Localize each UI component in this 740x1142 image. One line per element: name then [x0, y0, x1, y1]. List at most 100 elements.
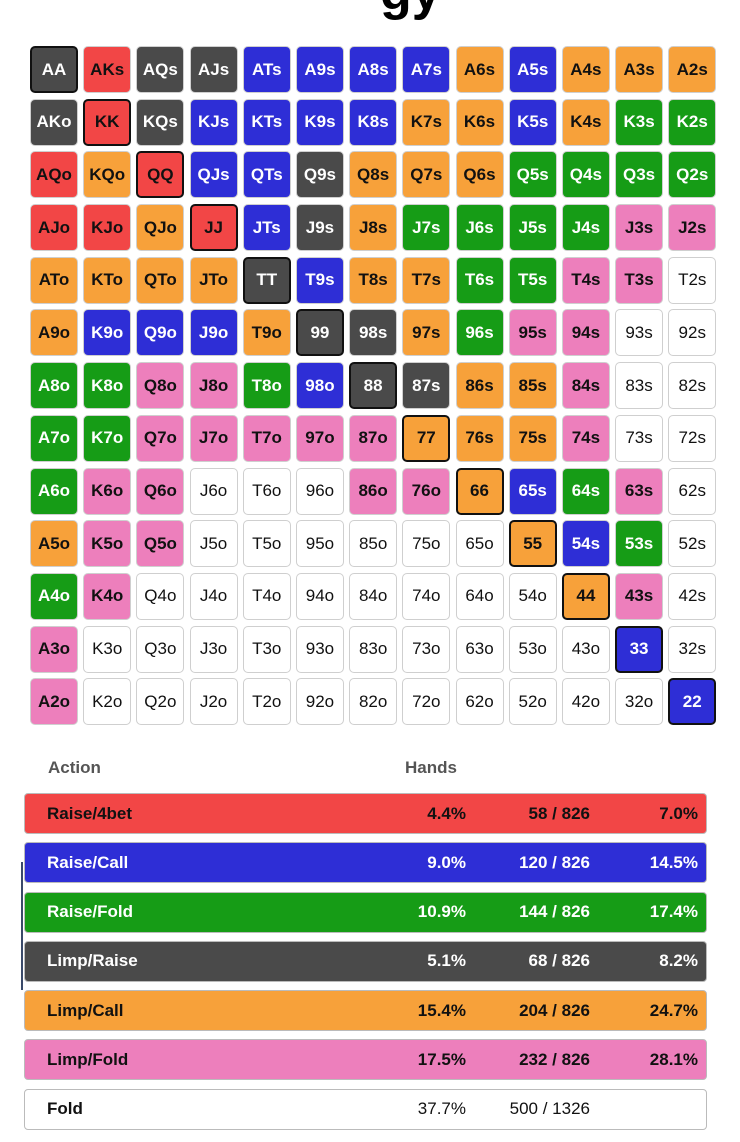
- hand-cell[interactable]: 98s: [349, 309, 398, 357]
- hand-cell[interactable]: Q9o: [136, 309, 185, 357]
- hand-cell[interactable]: 54o: [508, 572, 557, 620]
- hand-cell[interactable]: KJo: [83, 204, 132, 252]
- hand-cell[interactable]: Q2s: [668, 151, 717, 199]
- hand-cell[interactable]: A5o: [30, 520, 78, 568]
- hand-cell[interactable]: T2o: [242, 678, 291, 726]
- hand-cell[interactable]: 82o: [349, 678, 398, 726]
- hand-cell[interactable]: Q9s: [295, 151, 344, 199]
- hand-cell[interactable]: K5o: [83, 520, 132, 568]
- hand-cell[interactable]: TT: [242, 256, 291, 304]
- action-row-raise-fold[interactable]: Raise/Fold 10.9% 144 / 826 17.4%: [24, 891, 707, 933]
- hand-cell[interactable]: 75s: [508, 414, 557, 462]
- hand-cell[interactable]: Q4s: [561, 151, 610, 199]
- hand-cell[interactable]: 32s: [668, 625, 717, 673]
- hand-cell[interactable]: J4o: [189, 572, 238, 620]
- hand-cell[interactable]: QJo: [136, 204, 185, 252]
- hand-cell[interactable]: T6o: [242, 467, 291, 515]
- hand-cell[interactable]: A9s: [295, 46, 344, 93]
- hand-cell[interactable]: K3s: [615, 98, 664, 146]
- hand-cell[interactable]: A7s: [402, 46, 451, 93]
- hand-cell[interactable]: J2s: [668, 204, 717, 252]
- hand-cell[interactable]: Q8s: [349, 151, 398, 199]
- hand-cell[interactable]: K3o: [83, 625, 132, 673]
- hand-cell[interactable]: 65s: [508, 467, 557, 515]
- hand-cell[interactable]: Q3o: [136, 625, 185, 673]
- hand-cell[interactable]: KJs: [189, 98, 238, 146]
- hand-cell[interactable]: 87s: [402, 362, 451, 410]
- action-row-raise-call[interactable]: Raise/Call 9.0% 120 / 826 14.5%: [24, 842, 707, 884]
- hand-cell[interactable]: 96s: [455, 309, 504, 357]
- hand-cell[interactable]: 42s: [668, 572, 717, 620]
- hand-cell[interactable]: AQs: [136, 46, 185, 93]
- hand-cell[interactable]: A8o: [30, 362, 78, 410]
- hand-cell[interactable]: K5s: [508, 98, 557, 146]
- hand-cell[interactable]: J6s: [455, 204, 504, 252]
- hand-cell[interactable]: T7o: [242, 414, 291, 462]
- hand-cell[interactable]: J5s: [508, 204, 557, 252]
- hand-cell[interactable]: A2o: [30, 678, 78, 726]
- hand-cell[interactable]: ATs: [242, 46, 291, 93]
- hand-cell[interactable]: 64s: [561, 467, 610, 515]
- hand-cell[interactable]: KQs: [136, 98, 185, 146]
- hand-cell[interactable]: K4o: [83, 572, 132, 620]
- hand-cell[interactable]: Q7o: [136, 414, 185, 462]
- hand-cell[interactable]: Q3s: [615, 151, 664, 199]
- hand-cell[interactable]: 72o: [402, 678, 451, 726]
- hand-cell[interactable]: QTs: [242, 151, 291, 199]
- hand-cell[interactable]: Q6o: [136, 467, 185, 515]
- hand-cell[interactable]: 85s: [508, 362, 557, 410]
- hand-cell[interactable]: 43s: [615, 572, 664, 620]
- action-row-fold[interactable]: Fold 37.7% 500 / 1326: [24, 1088, 707, 1130]
- hand-cell[interactable]: 86s: [455, 362, 504, 410]
- hand-cell[interactable]: T8s: [349, 256, 398, 304]
- hand-cell[interactable]: 32o: [615, 678, 664, 726]
- hand-cell[interactable]: 74s: [561, 414, 610, 462]
- hand-cell[interactable]: KTs: [242, 98, 291, 146]
- hand-cell[interactable]: T6s: [455, 256, 504, 304]
- hand-cell[interactable]: A6s: [455, 46, 504, 93]
- hand-cell[interactable]: T4s: [561, 256, 610, 304]
- hand-cell[interactable]: 77: [402, 414, 451, 462]
- hand-cell[interactable]: 84o: [349, 572, 398, 620]
- hand-cell[interactable]: J7s: [402, 204, 451, 252]
- hand-cell[interactable]: 52s: [668, 520, 717, 568]
- hand-cell[interactable]: Q8o: [136, 362, 185, 410]
- hand-cell[interactable]: J6o: [189, 467, 238, 515]
- hand-cell[interactable]: AQo: [30, 151, 78, 199]
- hand-cell[interactable]: K7o: [83, 414, 132, 462]
- hand-cell[interactable]: J8o: [189, 362, 238, 410]
- hand-cell[interactable]: Q5s: [508, 151, 557, 199]
- hand-cell[interactable]: T2s: [668, 256, 717, 304]
- hand-cell[interactable]: 93s: [615, 309, 664, 357]
- hand-cell[interactable]: 33: [615, 625, 664, 673]
- hand-cell[interactable]: 85o: [349, 520, 398, 568]
- hand-cell[interactable]: 87o: [349, 414, 398, 462]
- hand-cell[interactable]: ATo: [30, 256, 78, 304]
- hand-cell[interactable]: A7o: [30, 414, 78, 462]
- hand-cell[interactable]: 94o: [295, 572, 344, 620]
- hand-cell[interactable]: K9s: [295, 98, 344, 146]
- hand-cell[interactable]: JTo: [189, 256, 238, 304]
- hand-cell[interactable]: KK: [83, 98, 132, 146]
- hand-cell[interactable]: 83o: [349, 625, 398, 673]
- hand-cell[interactable]: 76s: [455, 414, 504, 462]
- hand-cell[interactable]: AJo: [30, 204, 78, 252]
- hand-cell[interactable]: K2s: [668, 98, 717, 146]
- hand-cell[interactable]: 63o: [455, 625, 504, 673]
- hand-cell[interactable]: J3o: [189, 625, 238, 673]
- hand-cell[interactable]: T5o: [242, 520, 291, 568]
- hand-cell[interactable]: 97o: [295, 414, 344, 462]
- hand-cell[interactable]: 99: [295, 309, 344, 357]
- hand-cell[interactable]: 72s: [668, 414, 717, 462]
- hand-cell[interactable]: 82s: [668, 362, 717, 410]
- hand-cell[interactable]: J7o: [189, 414, 238, 462]
- hand-cell[interactable]: 54s: [561, 520, 610, 568]
- hand-cell[interactable]: T8o: [242, 362, 291, 410]
- hand-cell[interactable]: Q4o: [136, 572, 185, 620]
- hand-cell[interactable]: T9s: [295, 256, 344, 304]
- hand-cell[interactable]: T5s: [508, 256, 557, 304]
- hand-cell[interactable]: K2o: [83, 678, 132, 726]
- hand-cell[interactable]: JTs: [242, 204, 291, 252]
- hand-cell[interactable]: A3s: [615, 46, 664, 93]
- action-row-limp-fold[interactable]: Limp/Fold 17.5% 232 / 826 28.1%: [24, 1039, 707, 1081]
